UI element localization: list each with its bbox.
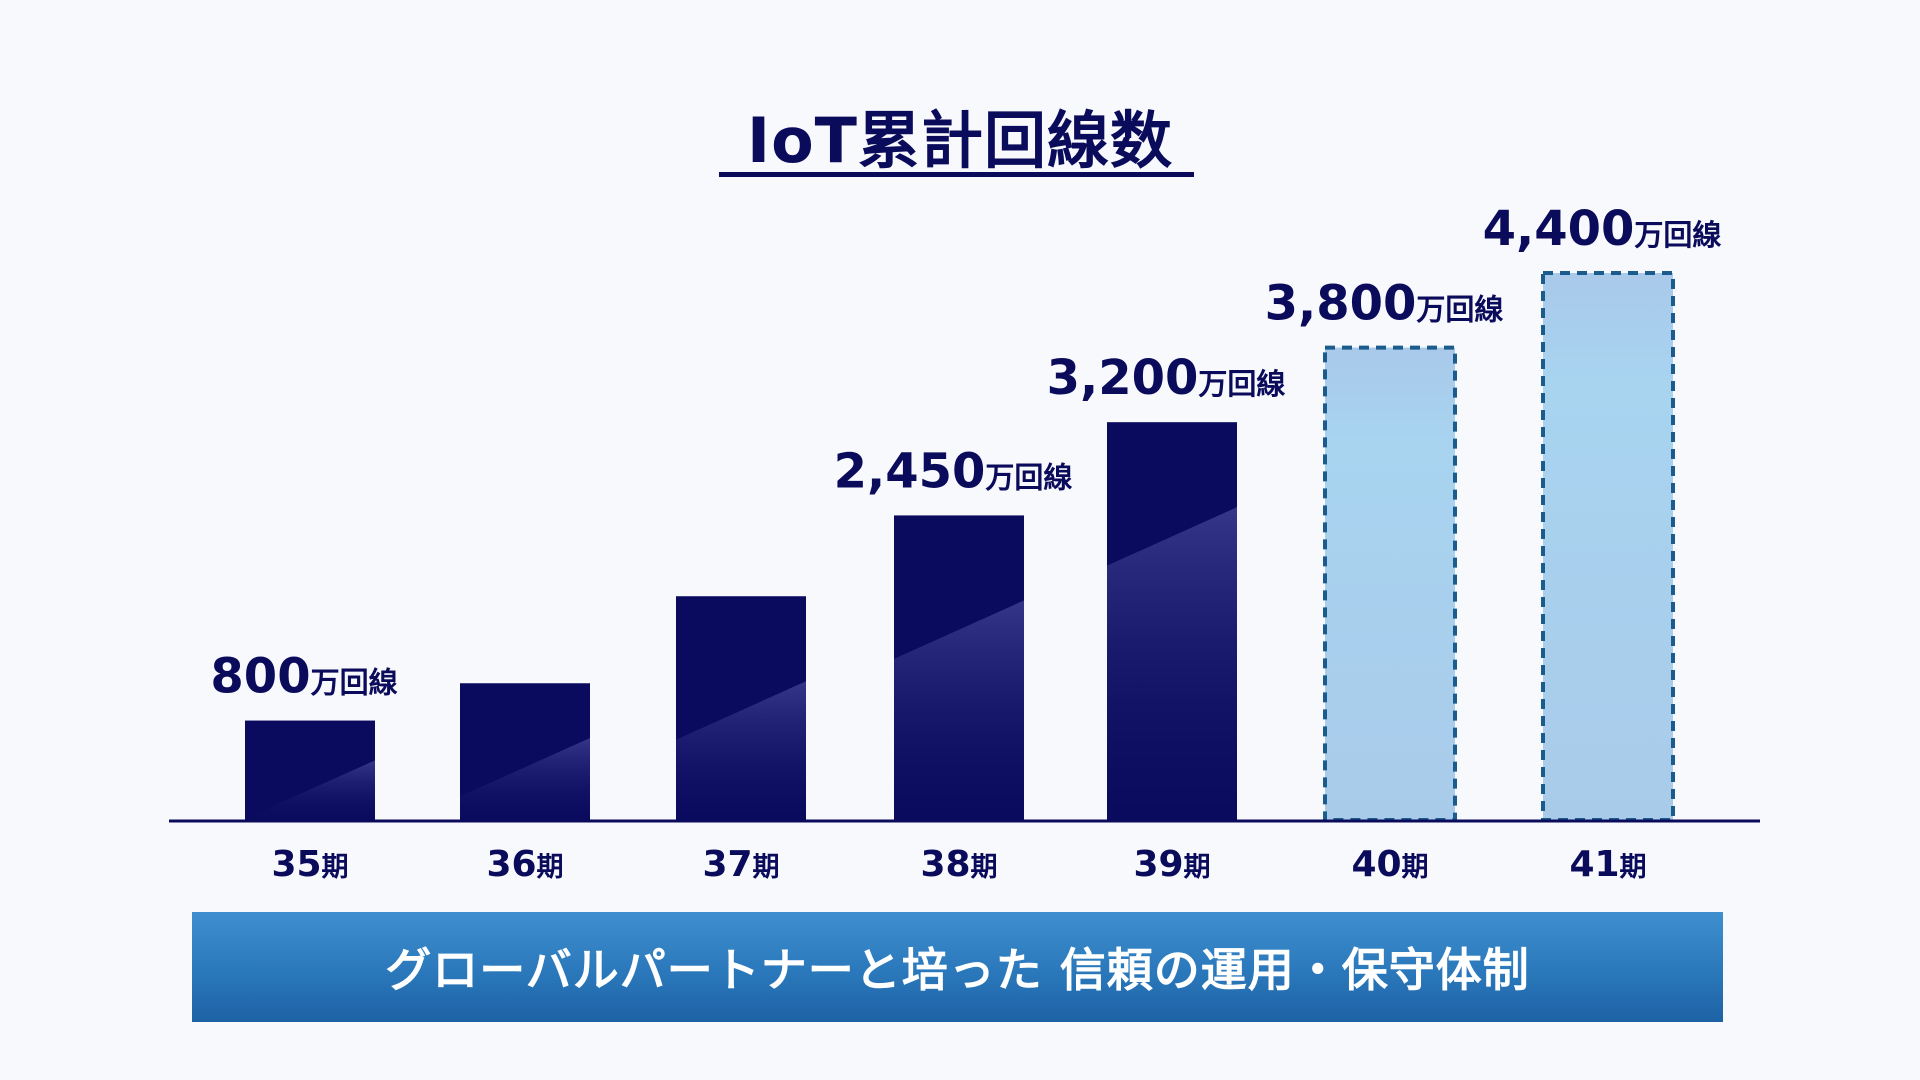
bar-highlight — [1107, 507, 1237, 820]
forecast-bar — [1541, 271, 1675, 822]
bar-highlight — [460, 737, 590, 820]
bar-highlight — [245, 760, 375, 820]
data-label: 4,400万回線 — [1483, 201, 1722, 257]
chart-title: IoT累計回線数 — [747, 104, 1173, 177]
category-label: 38期 — [920, 844, 997, 885]
category-label: 39期 — [1133, 844, 1210, 885]
category-label: 40期 — [1351, 844, 1428, 885]
category-label: 37期 — [702, 844, 779, 885]
category-label: 41期 — [1569, 844, 1646, 885]
banner-text: グローバルパートナーと培った 信頼の運用・保守体制 — [385, 943, 1530, 997]
category-label: 36期 — [486, 844, 563, 885]
data-label: 2,450万回線 — [834, 443, 1073, 499]
title-underline — [719, 172, 1194, 177]
data-label: 800万回線 — [210, 649, 397, 705]
forecast-bar — [1323, 345, 1457, 822]
bar-highlight — [676, 681, 806, 820]
bar-highlight — [894, 600, 1024, 820]
data-label: 3,200万回線 — [1047, 350, 1286, 406]
banner: グローバルパートナーと培った 信頼の運用・保守体制 — [192, 912, 1723, 1022]
category-label: 35期 — [271, 844, 348, 885]
data-label: 3,800万回線 — [1265, 276, 1504, 332]
